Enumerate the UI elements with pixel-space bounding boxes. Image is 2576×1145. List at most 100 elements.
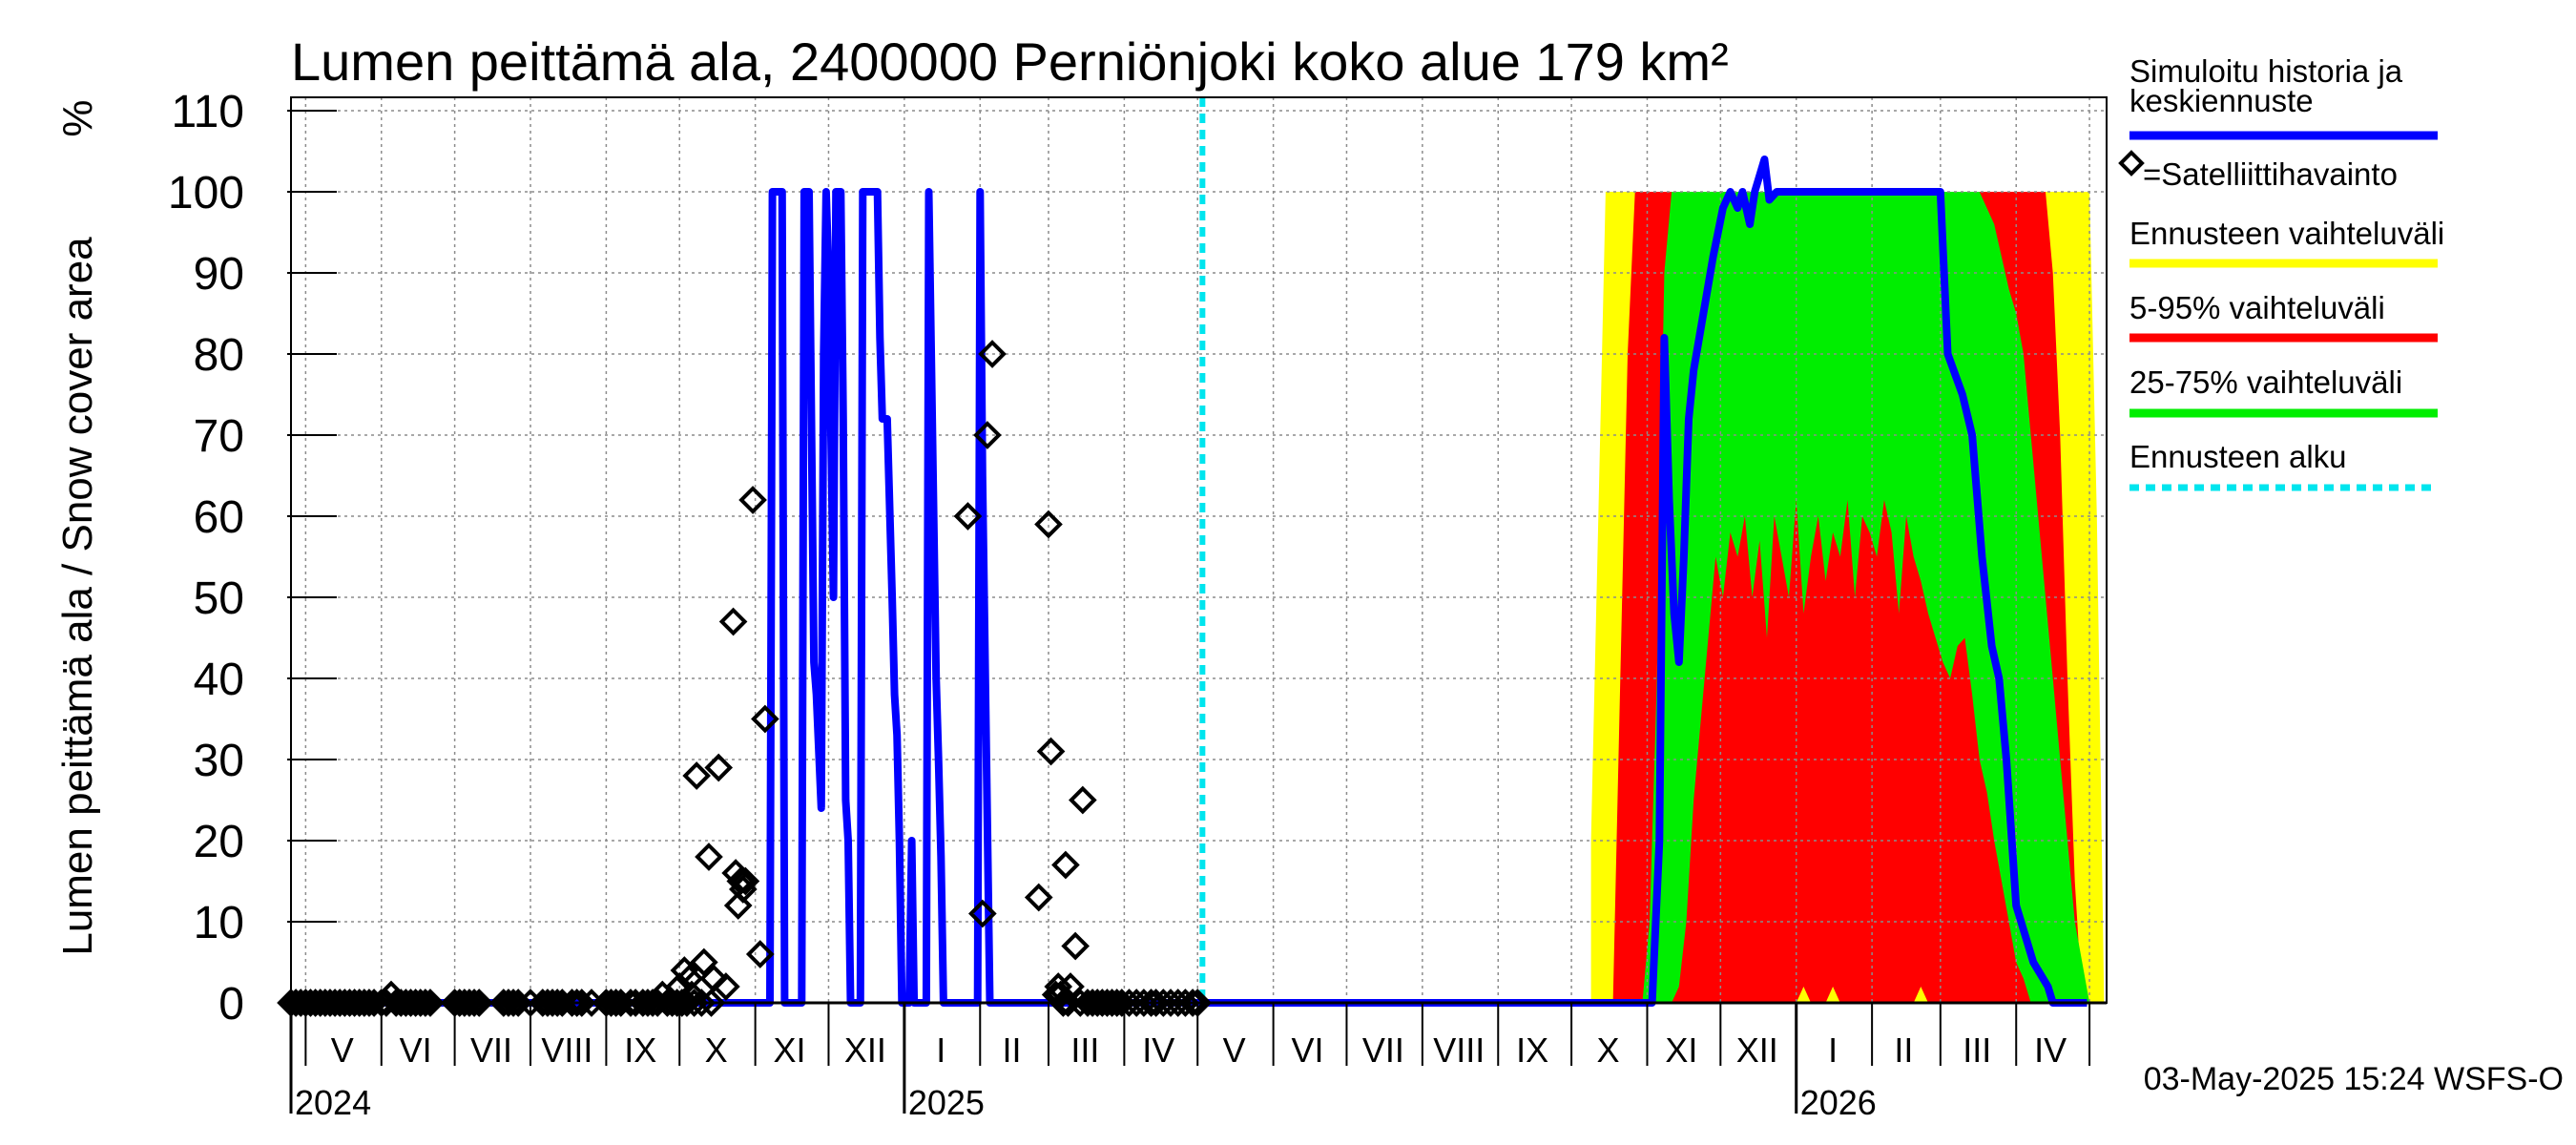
band-25-75: [1590, 192, 2105, 1003]
observation-marker: [1136, 989, 1166, 1017]
month-label: V: [1223, 1030, 1246, 1070]
observation-marker: [1102, 989, 1132, 1017]
year-label: 2025: [908, 1083, 985, 1122]
observation-marker: [695, 843, 723, 871]
observation-marker: [751, 704, 779, 734]
observation-marker: [1051, 850, 1080, 880]
legend-label: Ennusteen vaihteluväli: [2129, 216, 2444, 251]
observation-marker: [718, 607, 748, 636]
month-label: XII: [1736, 1030, 1778, 1070]
month-label: VI: [1291, 1030, 1323, 1070]
year-label: 2024: [295, 1083, 371, 1122]
observation-marker: [675, 964, 704, 993]
legend-label: 5-95% vaihteluväli: [2129, 290, 2385, 325]
observation-marker: [696, 989, 726, 1017]
month-label: III: [1070, 1030, 1099, 1070]
month-label: VII: [470, 1030, 512, 1070]
y-tick-label: 80: [194, 330, 244, 381]
y-tick-label: 90: [194, 249, 244, 300]
observation-marker: [1053, 989, 1083, 1017]
y-tick-label: 50: [194, 573, 244, 624]
observation-marker: [1130, 989, 1158, 1017]
observation-marker: [1061, 931, 1090, 961]
observation-marker: [731, 866, 760, 896]
y-tick-label: 100: [168, 168, 244, 219]
observation-marker: [504, 989, 533, 1017]
observation-marker: [465, 989, 494, 1017]
legend-label: Simuloitu historia ja: [2129, 53, 2403, 89]
observation-marker: [1034, 510, 1063, 539]
month-label: IX: [624, 1030, 656, 1070]
month-label: II: [1003, 1030, 1022, 1070]
y-tick-label: 30: [194, 736, 244, 786]
month-label: VII: [1362, 1030, 1404, 1070]
month-label: I: [1828, 1030, 1838, 1070]
observation-marker: [978, 340, 1007, 368]
chart-title: Lumen peittämä ala, 2400000 Perniönjoki …: [291, 31, 1729, 92]
legend-label: =Satelliittihavainto: [2143, 156, 2398, 192]
y-tick-label: 60: [194, 492, 244, 543]
y-tick-label: 40: [194, 655, 244, 705]
observation-marker: [596, 989, 626, 1017]
satellite-observations: [277, 340, 1213, 1017]
grid: [291, 97, 2107, 1003]
observation-marker: [670, 956, 699, 985]
observation-marker: [682, 761, 711, 790]
observation-marker: [738, 486, 767, 514]
year-label: 2026: [1800, 1083, 1877, 1122]
y-axis-label: Lumen peittämä ala / Snow cover area: [54, 237, 101, 956]
observation-marker: [1178, 989, 1207, 1017]
observation-marker: [723, 891, 753, 920]
month-label: VIII: [1433, 1030, 1485, 1070]
month-label: X: [1596, 1030, 1619, 1070]
y-tick-label: 20: [194, 817, 244, 867]
observation-marker: [726, 866, 756, 896]
observation-marker: [687, 989, 717, 1017]
month-label: IX: [1516, 1030, 1548, 1070]
month-label: IV: [1142, 1030, 1174, 1070]
legend-label: Ennusteen alku: [2129, 439, 2347, 474]
y-unit-label: %: [54, 99, 101, 136]
observation-marker: [494, 989, 523, 1017]
y-tick-label: 110: [171, 87, 244, 137]
observation-marker: [667, 989, 696, 1017]
month-label: XI: [1665, 1030, 1697, 1070]
month-label: IV: [2034, 1030, 2067, 1070]
month-label: I: [936, 1030, 945, 1070]
y-tick-label: 10: [194, 898, 244, 948]
observation-marker: [557, 989, 587, 1017]
observation-marker: [973, 421, 1002, 449]
timestamp: 03-May-2025 15:24 WSFS-O: [2144, 1061, 2564, 1097]
observation-marker: [953, 502, 983, 531]
month-label: III: [1963, 1030, 1991, 1070]
observation-marker: [567, 989, 596, 1017]
observation-marker: [1171, 989, 1200, 1017]
observation-marker: [455, 989, 484, 1017]
month-label: V: [331, 1030, 354, 1070]
observation-marker: [460, 989, 488, 1017]
observation-marker: [1024, 883, 1053, 912]
month-label: XII: [844, 1030, 886, 1070]
month-label: XI: [773, 1030, 805, 1070]
observation-marker: [699, 964, 728, 993]
observation-marker: [1069, 785, 1097, 815]
observation-marker: [704, 753, 734, 782]
observation-marker: [968, 899, 997, 928]
legend-label: 25-75% vaihteluväli: [2129, 364, 2402, 400]
legend-label: keskiennuste: [2129, 83, 2314, 118]
observation-marker: [1036, 737, 1066, 766]
observation-marker: [712, 972, 740, 1001]
month-label: VI: [400, 1030, 432, 1070]
month-label: II: [1894, 1030, 1913, 1070]
observation-marker: [745, 940, 775, 968]
observation-marker: [1056, 972, 1085, 1001]
y-tick-label: 70: [194, 411, 244, 462]
month-label: VIII: [541, 1030, 592, 1070]
month-label: X: [705, 1030, 728, 1070]
observation-marker: [690, 947, 718, 977]
observation-marker: [416, 989, 445, 1017]
y-tick-label: 0: [218, 979, 244, 1030]
